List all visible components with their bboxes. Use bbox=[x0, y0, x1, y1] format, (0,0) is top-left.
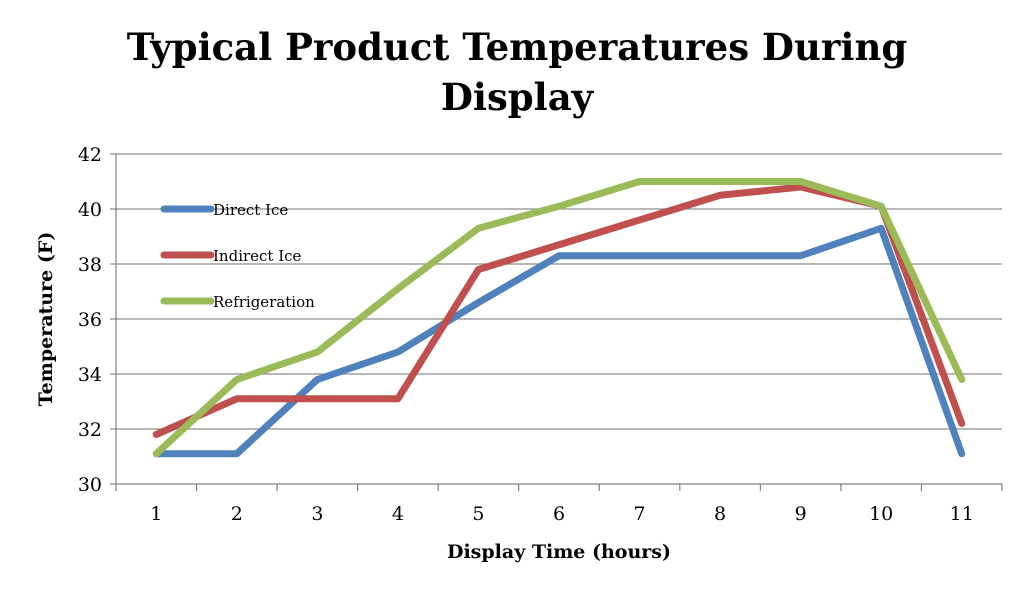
y-tick-label: 32 bbox=[78, 419, 102, 441]
x-tick-label: 5 bbox=[472, 503, 484, 525]
x-axis-label: Display Time (hours) bbox=[447, 541, 671, 563]
x-tick-label: 9 bbox=[795, 503, 807, 525]
x-tick-label: 3 bbox=[311, 503, 323, 525]
legend-label-direct-ice: Direct Ice bbox=[213, 201, 288, 219]
x-tick-label: 4 bbox=[392, 503, 404, 525]
chart-title: Typical Product Temperatures During Disp… bbox=[126, 25, 908, 119]
y-tick-label: 30 bbox=[78, 474, 102, 496]
x-tick-label: 7 bbox=[633, 503, 645, 525]
y-tick-label: 40 bbox=[78, 199, 102, 221]
y-tick-label: 36 bbox=[78, 309, 102, 331]
x-tick-label: 10 bbox=[869, 503, 893, 525]
y-tick-label: 34 bbox=[78, 364, 102, 386]
x-tick-label: 11 bbox=[950, 503, 974, 525]
legend-label-refrigeration: Refrigeration bbox=[213, 293, 315, 311]
y-tick-label: 42 bbox=[78, 144, 102, 166]
x-tick-label: 8 bbox=[714, 503, 726, 525]
y-tick-label: 38 bbox=[78, 254, 102, 276]
y-axis-label: Temperature (F) bbox=[35, 232, 57, 407]
x-tick-label: 6 bbox=[553, 503, 565, 525]
x-tick-label: 2 bbox=[231, 503, 243, 525]
legend-label-indirect-ice: Indirect Ice bbox=[213, 247, 302, 265]
x-tick-label: 1 bbox=[150, 503, 162, 525]
